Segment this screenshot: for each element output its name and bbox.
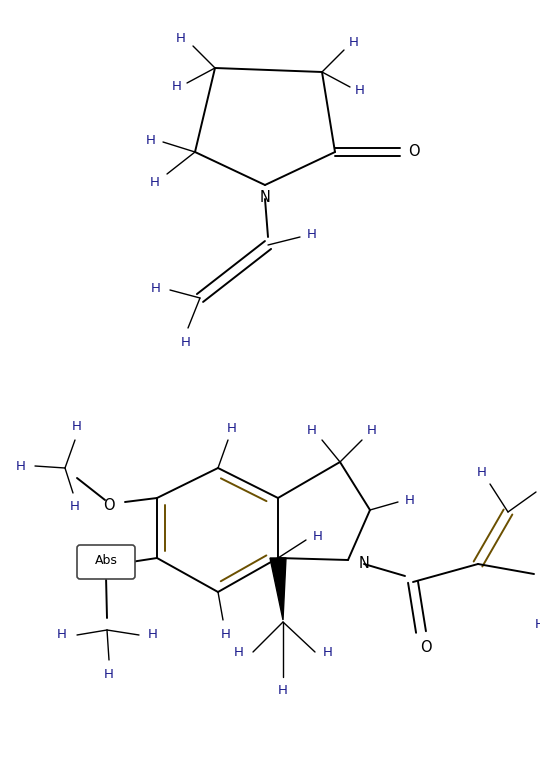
Text: H: H <box>150 175 160 188</box>
Text: H: H <box>278 684 288 696</box>
Text: H: H <box>104 668 114 680</box>
Text: O: O <box>103 498 115 514</box>
Text: H: H <box>349 36 359 49</box>
FancyBboxPatch shape <box>77 545 135 579</box>
Text: H: H <box>323 645 333 658</box>
Text: O: O <box>420 641 432 655</box>
Text: H: H <box>181 335 191 348</box>
Text: H: H <box>57 629 67 642</box>
Text: H: H <box>172 79 182 92</box>
Text: H: H <box>477 466 487 479</box>
Text: H: H <box>227 421 237 434</box>
Text: H: H <box>367 424 377 437</box>
Text: O: O <box>408 145 420 159</box>
Text: H: H <box>151 281 161 294</box>
Text: H: H <box>313 530 323 543</box>
Text: H: H <box>405 494 415 507</box>
Text: H: H <box>355 84 365 97</box>
Text: H: H <box>16 459 26 472</box>
Polygon shape <box>270 558 286 620</box>
Text: H: H <box>148 629 158 642</box>
Text: H: H <box>535 617 540 630</box>
Text: N: N <box>359 556 369 572</box>
Text: H: H <box>72 420 82 433</box>
Text: H: H <box>70 500 80 513</box>
Text: N: N <box>260 190 271 204</box>
Text: Abs: Abs <box>94 553 117 566</box>
Text: H: H <box>221 627 231 641</box>
Text: H: H <box>146 133 156 146</box>
Text: H: H <box>234 645 244 658</box>
Text: H: H <box>307 424 317 437</box>
Text: H: H <box>307 229 317 242</box>
Text: H: H <box>176 31 186 44</box>
